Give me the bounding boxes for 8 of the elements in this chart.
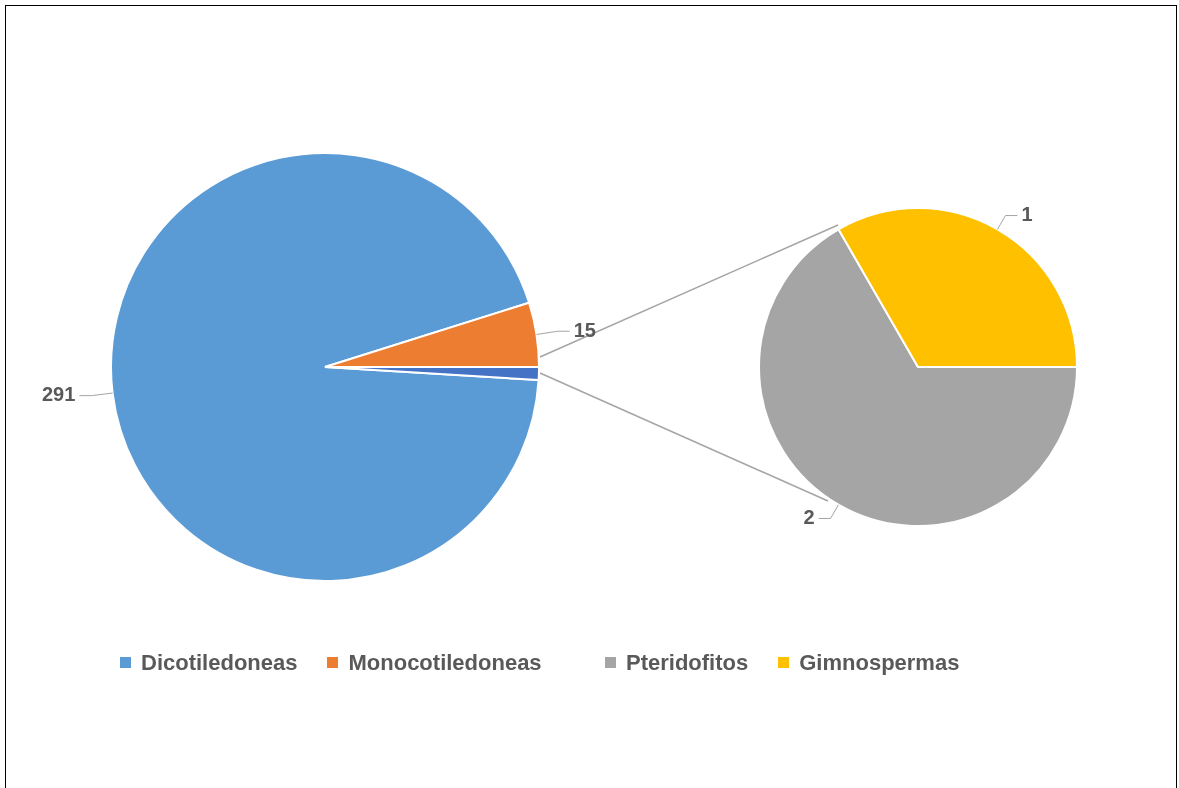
legend-label: Gimnospermas	[798, 650, 960, 676]
data-label: 1	[1021, 203, 1033, 226]
legend-label: Dicotiledoneas	[140, 650, 298, 676]
data-label: 291	[41, 383, 76, 406]
legend-label: Pteridofitos	[625, 650, 749, 676]
data-label: 2	[803, 505, 815, 528]
legend-label: Monocotiledoneas	[347, 650, 542, 676]
data-label: 15	[573, 318, 596, 341]
